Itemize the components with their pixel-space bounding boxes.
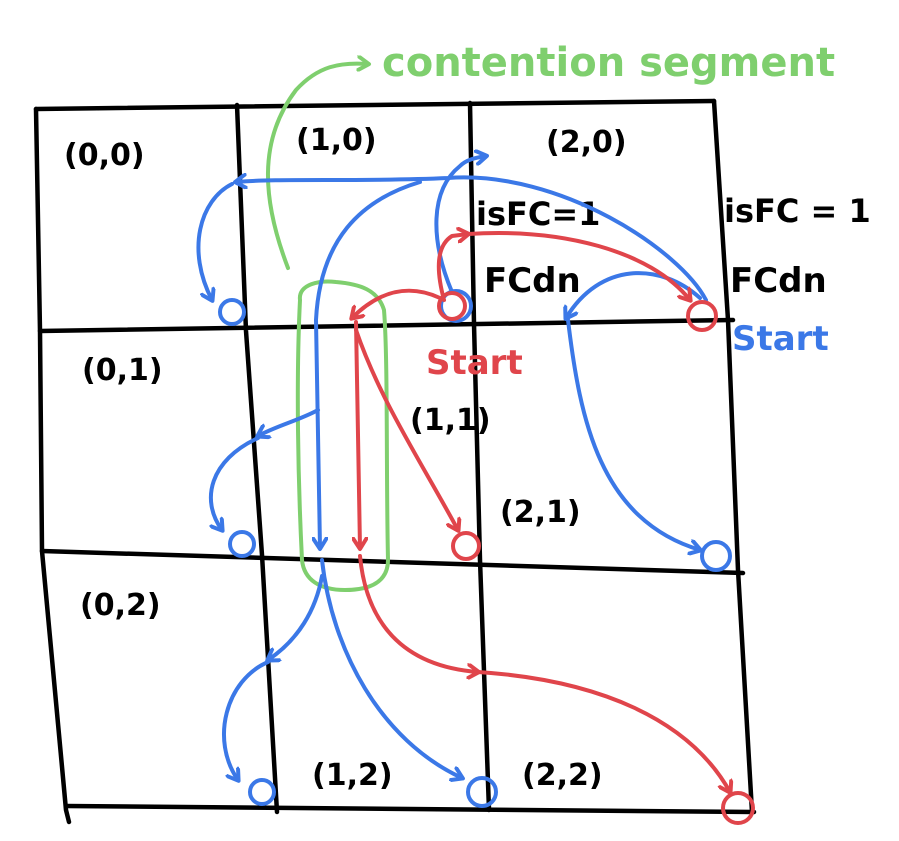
blue-node-cell-0-0 (218, 298, 246, 326)
cell-labels: (0,0) (1,0) (2,0) (0,1) (1,1) (2,1) (0,2… (64, 123, 627, 793)
cell-label-1-2: (1,2) (312, 758, 393, 793)
contention-segment (266, 64, 390, 592)
cell-label-0-0: (0,0) (64, 138, 145, 173)
cell-label-2-0: (2,0) (546, 125, 627, 160)
start-label-red: Start (426, 343, 523, 383)
blue-node-cell-1-2 (466, 776, 498, 808)
red-node-cell-1-1 (451, 531, 481, 561)
red-arrow-to-cell-2-2 (476, 670, 730, 792)
grid-line-row-2 (39, 548, 746, 576)
blue-arrow-to-cell-1-2 (320, 558, 462, 778)
blue-arrow-to-cell-0-0-row (236, 177, 708, 302)
cell-label-2-2: (2,2) (522, 758, 603, 793)
cell-label-1-1: (1,1) (410, 403, 491, 438)
blue-paths (196, 156, 732, 808)
blue-arrow-to-cell-2-1 (566, 318, 700, 550)
fcdn-label-cell-1-0: FCdn (484, 261, 581, 301)
blue-arrow-to-cell-0-0 (196, 182, 234, 300)
annotation-texts: isFC=1 FCdn isFC = 1 FCdn Start Start co… (382, 40, 871, 383)
cell-label-2-1: (2,1) (500, 495, 581, 530)
blue-arrow-to-cell-0-1 (208, 436, 260, 530)
grid-line-right (711, 98, 755, 815)
blue-node-cell-0-2 (248, 778, 276, 806)
blue-node-cell-2-1 (700, 540, 732, 572)
red-paths (352, 231, 755, 825)
blue-arrow-to-cell-0-2-branch (268, 574, 324, 660)
grid-lines (33, 98, 757, 825)
grid-line-bottom (63, 803, 757, 815)
contention-segment-arrow (266, 64, 368, 270)
contention-segment-box (295, 279, 390, 592)
red-arrow-to-cell-1-2-mid (358, 554, 478, 672)
red-arrow-to-trunk (352, 288, 442, 318)
cell-label-0-2: (0,2) (80, 588, 161, 623)
blue-arrow-trunk (316, 180, 422, 548)
grid-line-top (33, 98, 717, 112)
red-node-start-cell-1-0 (437, 291, 467, 321)
start-label-blue: Start (732, 319, 829, 359)
isfc-label-cell-2-0: isFC = 1 (724, 192, 871, 230)
fcdn-label-cell-2-0: FCdn (730, 261, 827, 301)
grid-line-col-2 (467, 100, 492, 813)
isfc-label-cell-1-0: isFC=1 (476, 195, 600, 233)
contention-segment-label: contention segment (382, 40, 835, 86)
blue-arrow-to-cell-0-2 (222, 660, 270, 780)
grid-line-left (33, 106, 72, 825)
red-arrow-to-start-cell-2-0 (466, 231, 690, 300)
cell-label-1-0: (1,0) (296, 123, 377, 158)
red-arrow-to-cell-1-1 (354, 328, 458, 530)
grid-line-col-1 (234, 102, 280, 815)
cell-label-0-1: (0,1) (82, 353, 163, 388)
red-node-start-cell-2-0 (686, 300, 718, 332)
blue-arrow-to-fcdn (566, 271, 702, 318)
red-arrow-trunk-down (356, 320, 360, 548)
red-node-cell-2-2 (721, 791, 755, 825)
red-arrow-to-isfc (436, 234, 468, 302)
blue-arrow-to-cell-0-1-branch (258, 408, 320, 436)
blue-node-cell-0-1 (228, 530, 256, 558)
